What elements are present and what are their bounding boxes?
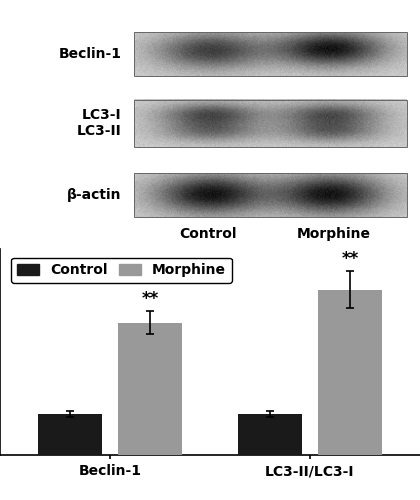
Bar [118, 323, 182, 455]
Bar [238, 414, 302, 455]
Bar [134, 173, 407, 216]
Text: **: ** [341, 250, 359, 268]
Bar [134, 32, 407, 76]
Bar [38, 414, 102, 455]
Text: β-actin: β-actin [67, 188, 122, 202]
Text: Beclin-1: Beclin-1 [59, 47, 122, 61]
Bar [134, 100, 407, 147]
Text: Morphine: Morphine [297, 228, 371, 241]
Legend: Control, Morphine: Control, Morphine [11, 258, 231, 282]
Text: **: ** [142, 290, 159, 308]
Bar [318, 290, 382, 455]
Text: LC3-I
LC3-II: LC3-I LC3-II [77, 108, 122, 138]
Text: Control: Control [179, 228, 237, 241]
